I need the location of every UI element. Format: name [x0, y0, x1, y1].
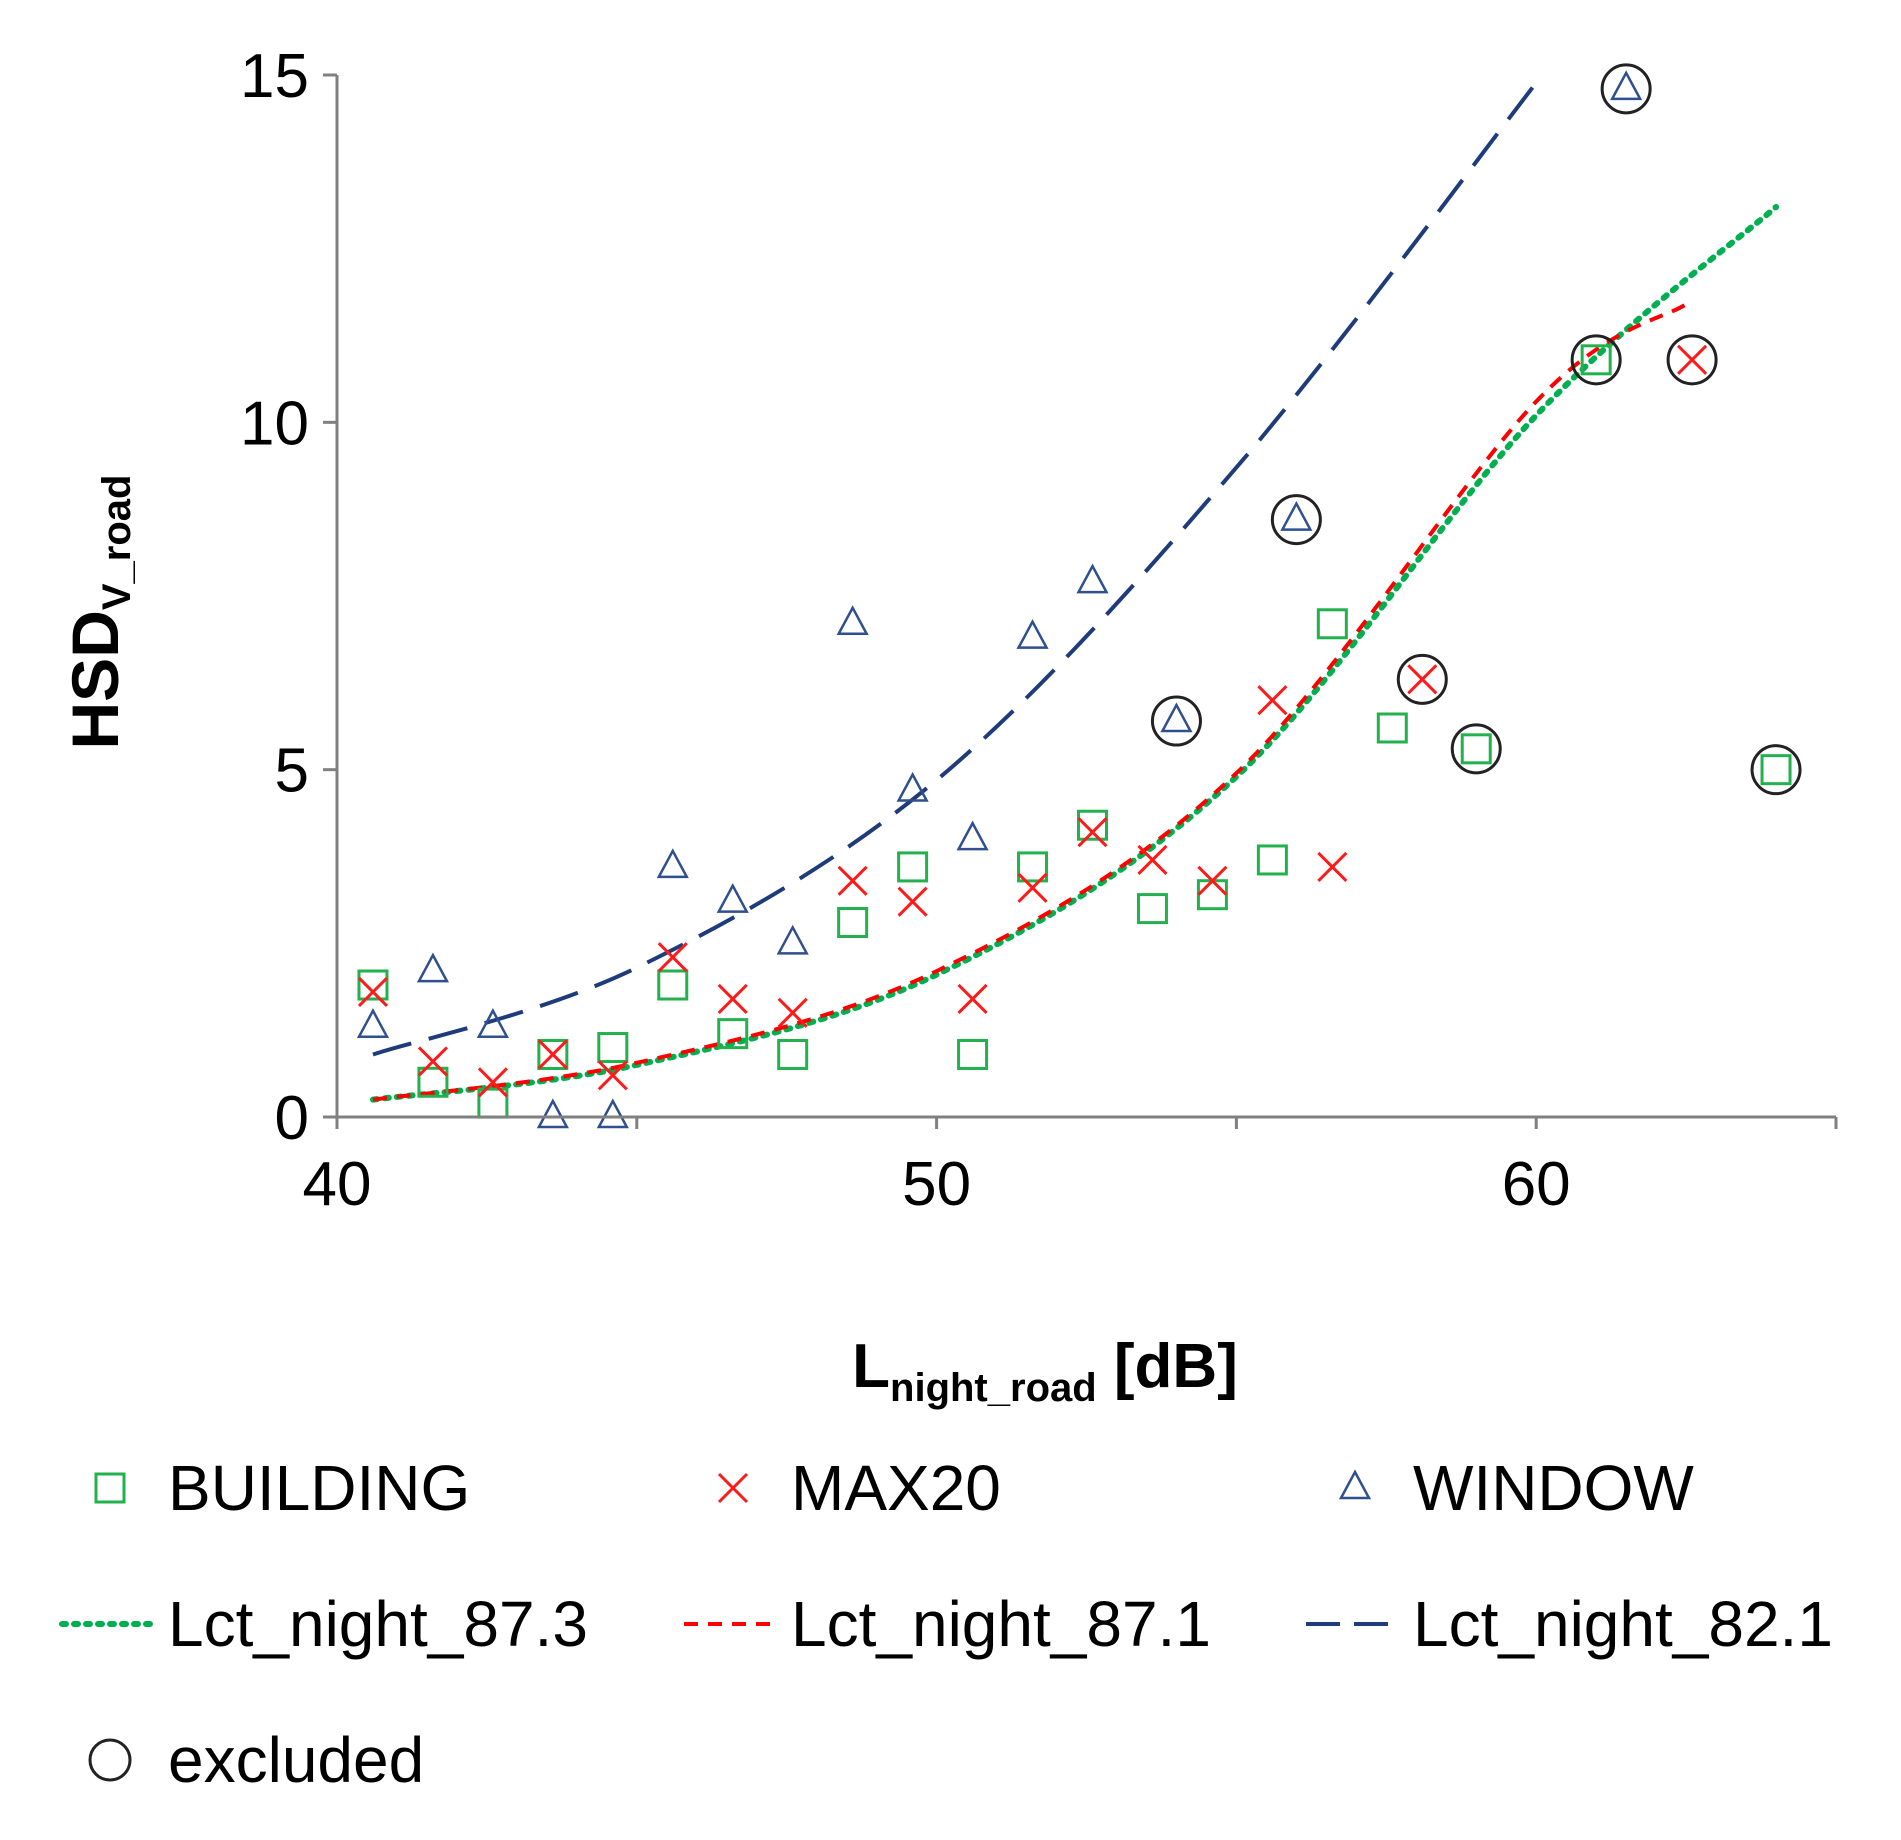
window-point	[536, 1098, 569, 1129]
legend-label-Lct_night_87.1: Lct_night_87.1	[791, 1588, 1211, 1660]
max20-point	[957, 983, 988, 1014]
building-point	[1076, 809, 1108, 841]
window-point	[1610, 70, 1643, 101]
max20-point	[837, 865, 868, 896]
building-point	[1760, 754, 1792, 786]
max20-point	[1077, 817, 1108, 848]
axes: HSDV_road Lnight_road [dB] 40 50 60 0 5 10 15	[58, 42, 1838, 1410]
building-point	[837, 906, 869, 938]
x-tick-label: 60	[1502, 1150, 1571, 1219]
max20-point	[1407, 664, 1438, 695]
max20-point	[1017, 872, 1048, 903]
legend-label-excluded: excluded	[168, 1724, 424, 1796]
window-point	[896, 771, 929, 802]
legend-marker-max20	[717, 1472, 749, 1504]
excluded-marker	[1600, 63, 1652, 115]
window-point	[476, 1008, 509, 1038]
excluded-marker	[1150, 695, 1202, 747]
building-point	[597, 1032, 629, 1064]
excluded-marker	[1270, 494, 1322, 546]
window-point	[356, 1008, 390, 1038]
max20-point	[417, 1046, 448, 1077]
plot-area	[356, 63, 1802, 1129]
curve-Lct_night_87.3	[369, 203, 1780, 1103]
building-point	[1136, 893, 1168, 925]
window-point	[1160, 702, 1193, 733]
curve-Lct_night_82.1	[372, 73, 1544, 1057]
building-point	[1460, 733, 1492, 765]
legend-label-Lct_night_87.3: Lct_night_87.3	[168, 1588, 588, 1660]
building-point	[657, 969, 689, 1001]
window-point	[656, 848, 689, 879]
legend-label-max20: MAX20	[791, 1452, 1001, 1524]
legend-marker-excluded	[88, 1738, 132, 1782]
building-point	[417, 1066, 449, 1098]
window-point	[716, 883, 749, 913]
window-point	[776, 924, 809, 955]
building-point	[1196, 879, 1228, 911]
max20-point	[657, 942, 688, 973]
building-point	[1256, 844, 1288, 876]
max20-point	[1257, 685, 1288, 716]
max20-point	[1197, 865, 1228, 896]
excluded-marker	[1450, 723, 1502, 775]
max20-point	[777, 997, 808, 1028]
y-tick-label: 5	[275, 737, 309, 806]
max20-point	[537, 1039, 568, 1070]
building-point	[1580, 344, 1612, 376]
legend: BUILDING MAX20 WINDOW Lct_night_87.3 Lct_nig…	[59, 1452, 1833, 1796]
legend-label-building: BUILDING	[168, 1452, 470, 1524]
x-axis-title: Lnight_road [dB]	[852, 1332, 1238, 1410]
building-point	[357, 969, 389, 1001]
max20-point	[717, 983, 748, 1014]
curve-Lct_night_87.1	[372, 302, 1688, 1102]
y-tick-label: 15	[240, 42, 309, 111]
max20-point	[1677, 344, 1708, 375]
max20-point	[897, 886, 928, 917]
building-point	[897, 851, 929, 883]
max20-point	[477, 1067, 508, 1098]
window-point	[956, 820, 989, 851]
excluded-marker	[1570, 334, 1622, 386]
legend-label-Lct_night_82.1: Lct_night_82.1	[1413, 1588, 1833, 1660]
building-point	[537, 1038, 569, 1070]
max20-point	[1317, 851, 1348, 882]
max20-point	[357, 976, 389, 1008]
legend-marker-building	[94, 1472, 126, 1504]
window-point	[596, 1098, 629, 1129]
excluded-marker	[1666, 334, 1718, 386]
building-point	[717, 1018, 749, 1050]
window-point	[1016, 619, 1049, 649]
legend-marker-window	[1338, 1469, 1372, 1500]
y-axis-title: HSDV_road	[58, 475, 139, 750]
max20-point	[597, 1060, 628, 1091]
y-tick-label: 0	[275, 1084, 309, 1153]
excluded-marker	[1750, 744, 1802, 796]
building-point	[957, 1038, 989, 1070]
building-point	[1316, 608, 1348, 640]
window-point	[1076, 563, 1109, 594]
window-point	[416, 952, 450, 983]
x-tick-label: 50	[902, 1150, 971, 1219]
building-point	[1376, 712, 1408, 744]
x-tick-label: 40	[303, 1150, 372, 1219]
building-point	[1017, 851, 1049, 883]
y-tick-label: 10	[240, 389, 309, 458]
legend-label-window: WINDOW	[1413, 1452, 1694, 1524]
window-point	[836, 605, 869, 636]
excluded-marker	[1396, 653, 1448, 705]
building-point	[777, 1038, 809, 1070]
max20-point	[1137, 844, 1168, 876]
window-point	[1280, 500, 1313, 531]
